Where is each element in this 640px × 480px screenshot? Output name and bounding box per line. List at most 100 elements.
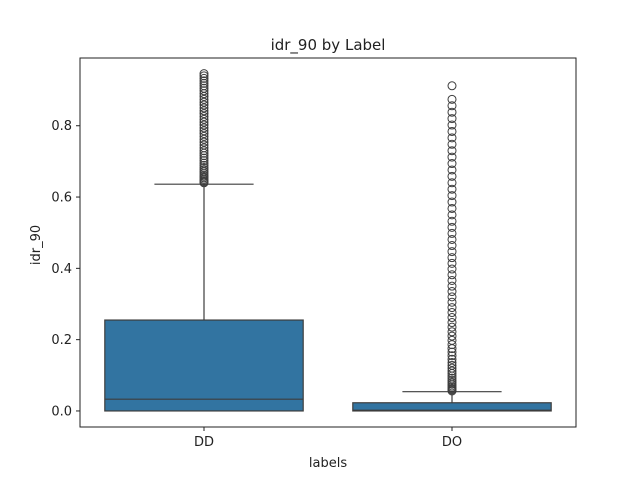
- plot-area: 0.0 0.2 0.4 0.6 0.8 DD DO: [51, 69, 552, 450]
- outlier-point: [447, 264, 457, 274]
- outlier-point: [447, 287, 457, 297]
- outlier-point: [199, 97, 209, 107]
- outlier-point: [199, 126, 209, 136]
- outlier-point: [447, 146, 457, 156]
- outlier-point: [199, 165, 209, 175]
- outlier-point: [199, 140, 209, 150]
- outlier-point: [199, 156, 209, 166]
- outlier-point: [199, 143, 209, 153]
- outlier-point: [447, 114, 457, 124]
- outlier-point: [447, 241, 457, 251]
- x-tick-label: DD: [194, 435, 214, 450]
- outlier-point: [447, 191, 457, 201]
- outlier-point: [447, 313, 457, 323]
- outlier-point: [447, 210, 457, 220]
- outlier-point: [447, 247, 457, 257]
- outlier-point: [447, 165, 457, 175]
- outlier-point: [447, 292, 457, 302]
- outlier-point: [199, 129, 209, 139]
- outlier-point: [447, 139, 457, 149]
- outlier-point: [199, 153, 209, 163]
- outlier-point: [199, 114, 209, 124]
- outlier-point: [199, 146, 209, 156]
- outlier-point: [199, 162, 209, 172]
- outlier-point: [447, 331, 457, 341]
- outlier-point: [447, 94, 457, 104]
- outlier-point: [199, 76, 209, 86]
- outlier-point: [447, 253, 457, 263]
- outlier-point: [447, 275, 457, 285]
- outlier-point: [199, 83, 209, 93]
- outlier-point: [199, 81, 209, 91]
- outlier-point: [447, 375, 457, 385]
- outlier-point: [199, 120, 209, 130]
- outlier-point: [199, 158, 209, 168]
- outlier-point: [447, 297, 457, 307]
- outlier-point: [447, 373, 457, 383]
- outlier-point: [447, 327, 457, 337]
- outlier-point: [447, 258, 457, 268]
- outlier-point: [447, 152, 457, 162]
- outlier-point: [199, 134, 209, 144]
- outlier-point: [447, 81, 457, 91]
- x-axis-label: labels: [309, 456, 347, 471]
- outlier-point: [447, 270, 457, 280]
- outlier-point: [199, 106, 209, 116]
- outlier-point: [447, 281, 457, 291]
- outlier-point: [447, 234, 457, 244]
- x-tick-label: DO: [442, 435, 462, 450]
- outlier-point: [447, 197, 457, 207]
- outlier-point: [199, 73, 209, 83]
- y-tick-label: 0.6: [51, 191, 72, 206]
- outlier-point: [447, 351, 457, 361]
- outlier-point: [199, 111, 209, 121]
- outlier-point: [447, 133, 457, 143]
- outlier-point: [447, 228, 457, 238]
- y-tick-label: 0.4: [51, 262, 72, 277]
- outlier-point: [199, 137, 209, 147]
- y-tick-label: 0.2: [51, 333, 72, 348]
- y-tick-label: 0.0: [51, 404, 72, 419]
- outlier-point: [199, 86, 209, 96]
- outlier-point: [447, 303, 457, 313]
- outlier-point: [447, 120, 457, 130]
- outlier-point: [447, 107, 457, 117]
- outlier-point: [199, 78, 209, 88]
- outlier-point: [447, 216, 457, 226]
- outlier-point: [447, 178, 457, 188]
- outlier-point: [447, 366, 457, 376]
- outlier-point: [447, 126, 457, 136]
- outlier-point: [447, 184, 457, 194]
- iqr-box: [352, 402, 552, 412]
- outlier-point: [447, 347, 457, 357]
- outlier-point: [447, 171, 457, 181]
- outlier-point: [447, 363, 457, 373]
- outlier-point: [199, 123, 209, 133]
- outlier-point: [447, 101, 457, 111]
- outlier-point: [447, 322, 457, 332]
- iqr-box: [104, 319, 304, 412]
- outlier-point: [199, 117, 209, 127]
- outlier-point: [447, 340, 457, 350]
- outlier-point: [199, 160, 209, 170]
- outlier-point: [447, 377, 457, 387]
- outlier-point: [447, 159, 457, 169]
- outlier-point: [447, 360, 457, 370]
- outlier-point: [447, 308, 457, 318]
- outlier-point: [199, 131, 209, 141]
- outlier-point: [447, 357, 457, 367]
- outlier-point: [199, 71, 209, 81]
- outlier-point: [447, 203, 457, 213]
- y-axis-label: idr_90: [29, 225, 44, 265]
- outlier-point: [199, 94, 209, 104]
- outlier-point: [447, 222, 457, 232]
- chart-title: idr_90 by Label: [271, 36, 386, 55]
- outlier-point: [447, 318, 457, 328]
- outlier-point: [199, 100, 209, 110]
- outlier-point: [447, 354, 457, 364]
- outlier-point: [199, 109, 209, 119]
- outlier-point: [199, 69, 209, 79]
- y-tick-label: 0.8: [51, 119, 72, 134]
